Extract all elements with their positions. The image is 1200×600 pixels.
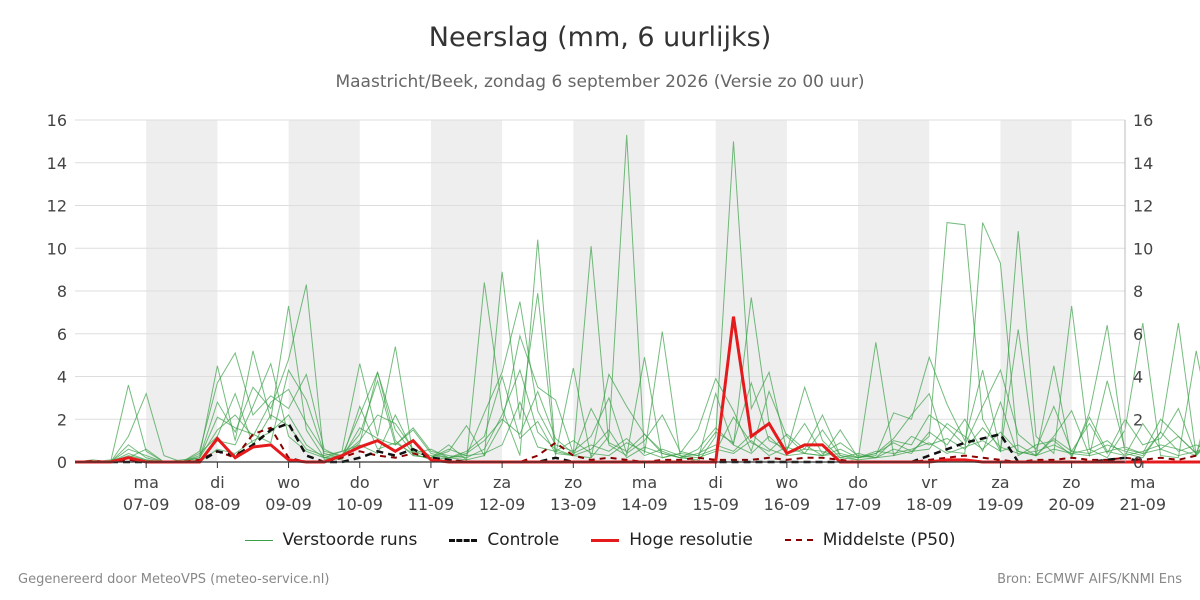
legend-label-highres: Hoge resolutie [629,530,753,550]
y-tick-label-left: 0 [57,453,67,472]
legend-item-highres: Hoge resolutie [591,530,753,550]
x-tick-date-label: 08-09 [194,495,241,514]
ensemble-member-line [75,368,1200,463]
x-tick-day-label: zo [1063,473,1081,492]
x-tick-date-label: 13-09 [550,495,597,514]
y-tick-label-right: 12 [1133,197,1153,216]
y-tick-label-right: 6 [1133,325,1143,344]
y-tick-label-left: 10 [47,239,67,258]
y-tick-label-left: 8 [57,282,67,301]
chart-title: Neerslag (mm, 6 uurlijks) [428,22,772,53]
legend-item-ensemble: Verstoorde runs [244,530,418,550]
legend-label-ensemble: Verstoorde runs [282,530,418,550]
y-tick-label-right: 16 [1133,111,1153,130]
y-tick-label-right: 2 [1133,410,1143,429]
y-tick-label-right: 0 [1133,453,1143,472]
legend-swatch-control [449,538,478,542]
x-tick-day-label: ma [1130,473,1155,492]
legend-swatch-median [784,539,813,541]
x-tick-day-label: do [848,473,868,492]
y-tick-label-left: 16 [47,111,67,130]
y-tick-label-right: 14 [1133,154,1153,173]
x-tick-date-label: 15-09 [692,495,739,514]
x-tick-date-label: 20-09 [1048,495,1095,514]
x-tick-day-label: za [493,473,511,492]
x-tick-date-label: 14-09 [621,495,668,514]
legend-item-control: Controle [449,530,559,550]
ensemble-member-line [75,362,1200,463]
x-tick-date-label: 17-09 [835,495,882,514]
y-tick-label-right: 4 [1133,368,1143,387]
legend-item-median: Middelste (P50) [784,530,956,550]
x-tick-date-label: 09-09 [265,495,312,514]
x-tick-date-label: 07-09 [123,495,170,514]
x-tick-date-label: 11-09 [408,495,455,514]
chart-subtitle: Maastricht/Beek, zondag 6 september 2026… [335,72,865,92]
axes: 0 0 2 2 4 4 6 6 8 8 10 10 12 12 14 14 16 16 ma 07-09 di 08-09… [47,111,1166,514]
ensemble-member-line [75,246,1200,463]
ensemble-lines [74,134,1200,463]
ensemble-member-line [75,390,1200,463]
x-tick-day-label: wo [277,473,300,492]
y-tick-label-left: 12 [47,197,67,216]
x-tick-day-label: ma [632,473,657,492]
y-tick-label-left: 14 [47,154,67,173]
legend: Verstoorde runs Controle Hoge resolutie … [0,530,1200,550]
ensemble-member-line [75,392,1200,463]
legend-label-median: Middelste (P50) [822,530,956,550]
x-tick-date-label: 18-09 [906,495,953,514]
x-tick-date-label: 19-09 [977,495,1024,514]
x-tick-day-label: zo [564,473,582,492]
y-tick-label-right: 10 [1133,239,1153,258]
x-tick-day-label: di [708,473,723,492]
x-tick-day-label: vr [921,473,937,492]
x-tick-date-label: 21-09 [1120,495,1167,514]
x-tick-day-label: za [991,473,1009,492]
y-tick-label-left: 2 [57,410,67,429]
legend-swatch-highres [591,538,620,542]
x-tick-date-label: 10-09 [336,495,383,514]
x-tick-day-label: ma [133,473,158,492]
y-tick-label-left: 4 [57,368,67,387]
legend-label-control: Controle [487,530,560,550]
ensemble-member-line [75,301,1200,463]
x-tick-day-label: vr [423,473,439,492]
x-tick-day-label: wo [775,473,798,492]
y-tick-label-right: 8 [1133,282,1143,301]
x-tick-date-label: 12-09 [479,495,526,514]
footer-generated-by: Gegenereerd door MeteoVPS (meteo-service… [18,572,330,587]
y-tick-label-left: 6 [57,325,67,344]
x-tick-date-label: 16-09 [764,495,811,514]
legend-swatch-ensemble [244,539,273,541]
ensemble-member-line [75,134,1200,463]
footer-source: Bron: ECMWF AIFS/KNMI Ens [997,572,1182,587]
x-tick-day-label: di [210,473,225,492]
x-tick-day-label: do [350,473,370,492]
